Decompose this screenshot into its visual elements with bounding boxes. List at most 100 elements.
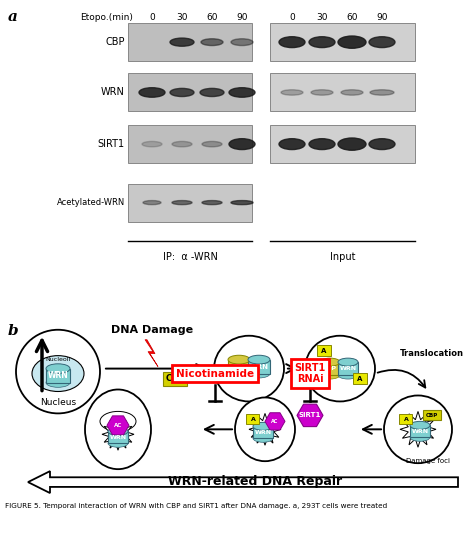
Ellipse shape (248, 369, 270, 378)
Text: CBP: CBP (323, 366, 337, 371)
Polygon shape (102, 418, 134, 450)
Polygon shape (28, 471, 458, 493)
Ellipse shape (369, 139, 395, 150)
Text: a: a (8, 10, 18, 23)
Ellipse shape (279, 139, 305, 150)
Ellipse shape (341, 90, 363, 95)
Ellipse shape (370, 90, 394, 95)
Text: WRN: WRN (339, 366, 356, 371)
Text: Acetylated-WRN: Acetylated-WRN (57, 198, 125, 207)
Text: IP:  α -WRN: IP: α -WRN (163, 252, 218, 262)
Bar (246, 414, 259, 424)
Text: SIRT1: SIRT1 (299, 413, 321, 418)
Ellipse shape (46, 378, 70, 387)
Ellipse shape (172, 141, 192, 147)
Ellipse shape (253, 422, 273, 430)
Bar (270, 74, 415, 111)
Ellipse shape (108, 439, 128, 447)
Text: AC: AC (272, 419, 279, 424)
Bar (128, 183, 252, 222)
Text: Nucleus: Nucleus (40, 399, 76, 407)
Ellipse shape (384, 395, 452, 463)
Ellipse shape (281, 90, 303, 95)
Ellipse shape (200, 88, 224, 96)
Ellipse shape (202, 141, 222, 147)
Text: Etopo.(min): Etopo.(min) (80, 13, 133, 22)
Bar (320, 362, 340, 375)
FancyArrowPatch shape (378, 370, 425, 387)
Ellipse shape (231, 39, 253, 45)
Text: b: b (8, 324, 18, 338)
Text: CBP: CBP (426, 413, 438, 418)
Bar (338, 362, 358, 375)
Bar (128, 74, 252, 111)
Ellipse shape (16, 330, 100, 414)
Bar (163, 372, 187, 385)
Bar (410, 425, 430, 437)
Text: WRN: WRN (47, 371, 68, 380)
Bar (317, 345, 331, 356)
Ellipse shape (410, 422, 430, 429)
Polygon shape (107, 416, 129, 435)
Ellipse shape (231, 200, 253, 205)
Text: 90: 90 (376, 13, 388, 22)
Text: WRN: WRN (101, 87, 125, 98)
Bar (128, 23, 252, 61)
Bar (270, 23, 415, 61)
Ellipse shape (139, 88, 165, 97)
Ellipse shape (201, 39, 223, 45)
Text: WRN-related DNA Repair: WRN-related DNA Repair (168, 474, 342, 488)
Text: Damage foci: Damage foci (406, 458, 450, 464)
Ellipse shape (338, 371, 358, 379)
Text: WRN: WRN (255, 430, 272, 435)
Ellipse shape (253, 434, 273, 442)
Text: DNA Damage: DNA Damage (111, 325, 193, 335)
Bar (128, 125, 252, 163)
Polygon shape (400, 411, 436, 447)
Text: SIRT1: SIRT1 (98, 139, 125, 149)
Bar (270, 125, 415, 163)
Text: WRN: WRN (411, 429, 428, 434)
Ellipse shape (410, 433, 430, 441)
Ellipse shape (320, 358, 340, 366)
Text: SIRT1
RNAi: SIRT1 RNAi (294, 363, 326, 384)
Ellipse shape (214, 336, 284, 401)
Ellipse shape (338, 358, 358, 366)
Ellipse shape (338, 138, 366, 150)
Text: Translocation: Translocation (400, 349, 464, 358)
Bar (248, 360, 270, 374)
Text: CBP: CBP (231, 364, 247, 369)
Polygon shape (145, 340, 158, 367)
Ellipse shape (108, 427, 128, 435)
Bar (423, 410, 441, 421)
Ellipse shape (320, 371, 340, 379)
Text: AC: AC (114, 423, 122, 428)
Ellipse shape (309, 139, 335, 150)
Ellipse shape (305, 336, 375, 401)
Ellipse shape (235, 398, 295, 461)
Bar (253, 426, 273, 438)
Polygon shape (265, 413, 285, 430)
Ellipse shape (229, 139, 255, 150)
Text: A: A (403, 417, 409, 422)
Text: A: A (251, 417, 255, 422)
Bar (228, 360, 250, 374)
Text: 0: 0 (289, 13, 295, 22)
Ellipse shape (172, 200, 192, 205)
Text: CBP: CBP (166, 374, 184, 383)
Ellipse shape (228, 356, 250, 364)
Bar (400, 414, 412, 424)
Text: Nucleoli: Nucleoli (46, 357, 71, 362)
Ellipse shape (228, 369, 250, 378)
Ellipse shape (248, 356, 270, 364)
Text: A: A (357, 376, 363, 382)
Text: 60: 60 (206, 13, 218, 22)
Text: 90: 90 (236, 13, 248, 22)
Text: CBP: CBP (106, 37, 125, 47)
Text: Nicotinamide: Nicotinamide (176, 368, 254, 378)
Bar (108, 431, 128, 443)
Text: FIGURE 5. Temporal interaction of WRN with CBP and SIRT1 after DNA damage. a, 29: FIGURE 5. Temporal interaction of WRN wi… (5, 503, 387, 509)
Ellipse shape (202, 200, 222, 205)
Ellipse shape (170, 38, 194, 46)
Bar (353, 373, 367, 384)
